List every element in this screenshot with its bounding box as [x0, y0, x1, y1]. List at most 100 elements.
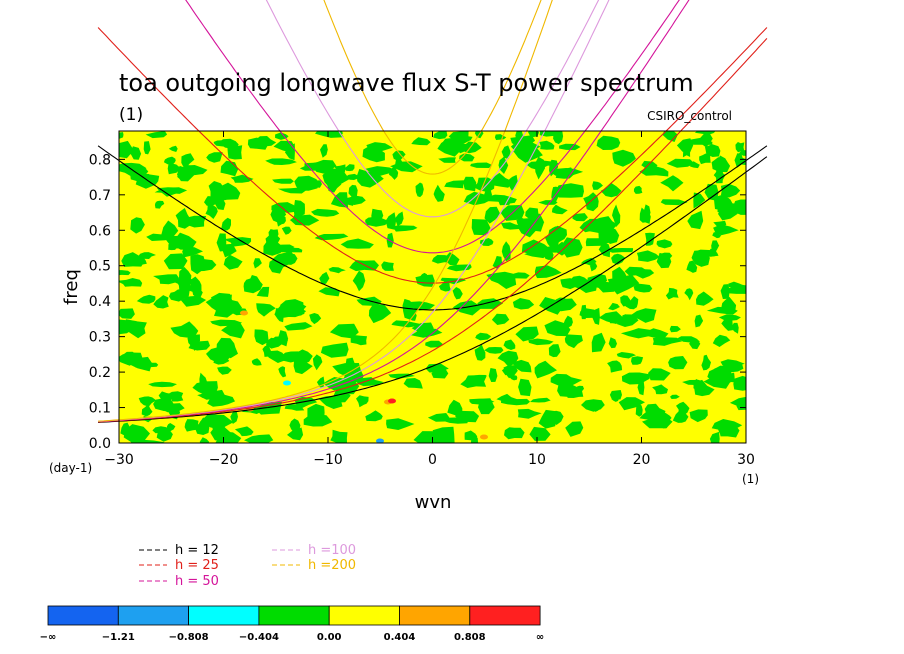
chart-subtitle-left: (1) — [119, 105, 143, 125]
field-patch — [608, 316, 621, 324]
x-unit-label: (1) — [742, 472, 759, 486]
field-patch — [694, 249, 719, 257]
field-patch — [170, 321, 199, 338]
field-patch — [190, 254, 206, 275]
field-patch — [660, 175, 684, 192]
field-patch — [394, 211, 404, 227]
field-patch — [167, 162, 182, 175]
field-patch — [392, 150, 406, 162]
field-patch — [278, 366, 287, 378]
field-patch — [187, 333, 200, 351]
field-patch — [284, 322, 313, 331]
field-patch — [517, 408, 542, 419]
field-patch — [438, 280, 451, 292]
field-patch — [366, 142, 393, 153]
field-patch — [143, 141, 151, 155]
field-patch — [180, 295, 207, 307]
field-patch — [550, 241, 570, 256]
field-patch — [460, 375, 487, 388]
field-patch — [173, 232, 197, 250]
field-patch — [452, 300, 483, 316]
field-patch — [696, 291, 714, 306]
field-patch — [459, 153, 475, 162]
field-patch — [386, 232, 394, 248]
y-tick-label: 0.5 — [89, 259, 111, 275]
field-patch — [469, 398, 495, 405]
field-patch — [130, 173, 150, 182]
contour-field — [119, 131, 746, 443]
field-patch — [273, 140, 295, 154]
field-patch — [625, 296, 639, 310]
colorbar-label: −1.21 — [102, 632, 135, 643]
field-patch — [685, 137, 713, 145]
field-patch — [701, 354, 711, 371]
field-patch — [706, 306, 738, 315]
curve-h200-mrg — [98, 0, 553, 422]
field-patch — [529, 213, 545, 232]
field-patch — [682, 141, 691, 158]
field-patch — [720, 284, 730, 299]
field-patch — [713, 171, 726, 181]
legend-entry: h =100 — [308, 543, 356, 558]
field-accent — [376, 438, 384, 443]
field-patch — [230, 174, 254, 183]
field-patch — [141, 404, 153, 416]
field-patch — [134, 439, 165, 443]
y-tick-label: 0.1 — [89, 401, 111, 417]
field-patch — [392, 225, 418, 232]
field-patch — [178, 266, 192, 284]
field-patch — [415, 182, 424, 198]
field-patch — [127, 356, 153, 372]
field-patch — [177, 255, 186, 267]
field-patch — [534, 360, 557, 379]
field-patch — [344, 164, 355, 172]
field-patch — [256, 303, 276, 317]
field-patch — [579, 219, 605, 233]
colorbar-swatch — [328, 605, 400, 626]
field-patch — [411, 328, 443, 338]
field-patch — [206, 347, 234, 364]
colorbar-label: −0.404 — [239, 632, 279, 643]
field-patch — [491, 313, 510, 325]
field-patch — [516, 218, 531, 227]
colorbar-label: −0.808 — [169, 632, 209, 643]
colorbar-swatch — [47, 605, 119, 626]
field-patch — [119, 308, 135, 319]
field-patch — [525, 207, 539, 220]
field-patch — [328, 267, 346, 274]
field-patch — [643, 204, 651, 219]
field-patch — [668, 356, 688, 370]
field-patch — [624, 266, 649, 276]
field-patch — [592, 181, 603, 190]
field-patch — [591, 332, 606, 353]
curve-h50-mrg — [98, 0, 690, 423]
field-patch — [551, 297, 567, 311]
field-patch — [644, 403, 666, 420]
field-patch — [425, 340, 443, 348]
colorbar-label: 0.808 — [454, 632, 486, 643]
field-patch — [206, 152, 223, 163]
field-patch — [223, 254, 243, 270]
field-patch — [503, 339, 516, 350]
field-patch — [709, 431, 720, 443]
field-patch — [486, 271, 517, 289]
field-patch — [381, 261, 394, 271]
field-patch — [208, 181, 226, 197]
field-patch — [554, 183, 584, 198]
field-patch — [572, 213, 588, 222]
field-patch — [119, 270, 131, 276]
field-patch — [712, 334, 731, 347]
field-patch — [443, 135, 473, 145]
field-patch — [501, 145, 511, 159]
field-patch — [266, 350, 285, 363]
field-patch — [432, 426, 455, 443]
x-tick-label: −20 — [209, 452, 239, 468]
field-patch — [509, 375, 518, 381]
colorbar-swatch — [399, 605, 471, 626]
field-patch — [290, 214, 320, 226]
field-patch — [598, 242, 611, 258]
field-patch — [153, 295, 169, 309]
field-patch — [559, 143, 581, 151]
field-patch — [230, 411, 238, 424]
curve-h50-ig — [185, 0, 680, 254]
